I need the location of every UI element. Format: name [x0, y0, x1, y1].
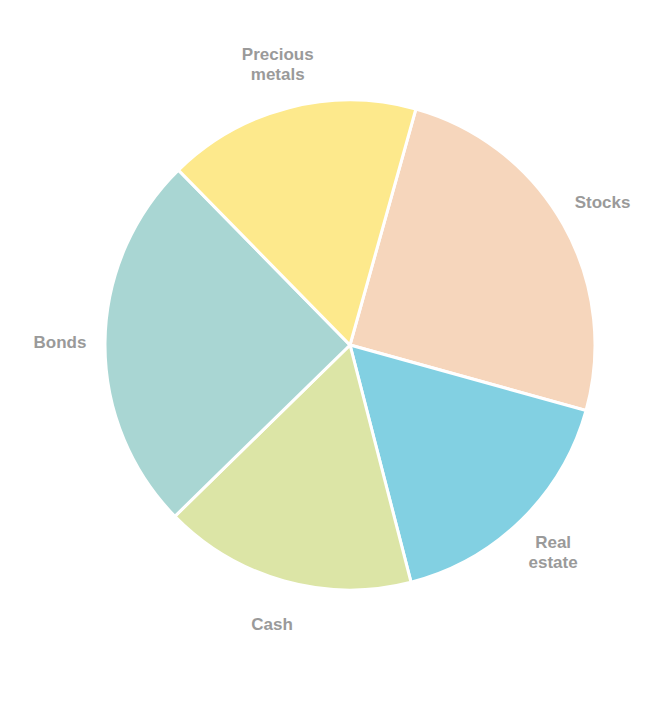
svg-text:Bonds: Bonds [34, 333, 87, 352]
svg-text:Preciousmetals: Preciousmetals [242, 45, 314, 84]
svg-text:Stocks: Stocks [575, 193, 631, 212]
svg-text:Cash: Cash [251, 615, 293, 634]
svg-text:Realestate: Realestate [529, 532, 578, 571]
